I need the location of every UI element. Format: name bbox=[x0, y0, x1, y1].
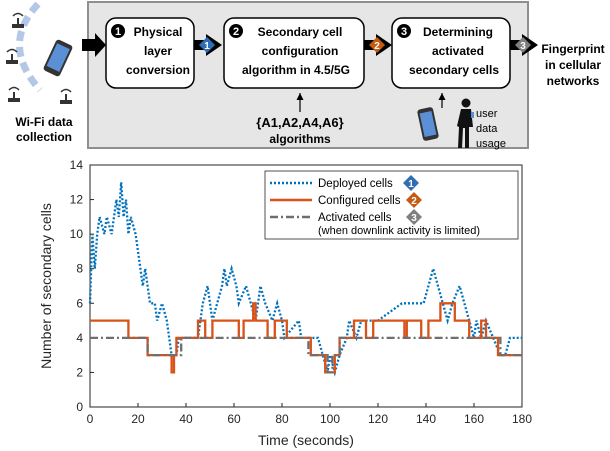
smartphone-icon bbox=[43, 39, 73, 77]
user-data-line1: user bbox=[476, 108, 498, 120]
router-icon bbox=[12, 12, 24, 28]
input-arrow-icon bbox=[82, 33, 106, 57]
router-icon bbox=[8, 86, 20, 102]
router-icon bbox=[6, 48, 18, 64]
badge-1-icon bbox=[199, 37, 215, 53]
step-1-line2: layer bbox=[144, 44, 172, 58]
legend-badge-3-icon bbox=[406, 209, 422, 225]
connector-arrow-2: 2 bbox=[364, 34, 392, 56]
y-tick-label: 2 bbox=[76, 365, 83, 379]
series-line-3 bbox=[90, 336, 522, 374]
svg-text:3: 3 bbox=[520, 41, 526, 52]
y-axis-label: Number of secondary cells bbox=[38, 203, 54, 369]
x-tick-label: 40 bbox=[179, 412, 193, 426]
y-tick-label: 10 bbox=[70, 227, 84, 241]
y-tick-label: 0 bbox=[76, 400, 83, 414]
output-line1: Fingerprint bbox=[541, 42, 604, 56]
legend-badge-2-icon bbox=[406, 192, 422, 208]
step-3-box: 3 Determining activated secondary cells bbox=[391, 17, 511, 89]
legend-label-configured: Configured cells bbox=[318, 195, 401, 207]
x-tick-label: 120 bbox=[368, 412, 388, 426]
step-3-line3: secondary cells bbox=[409, 63, 499, 77]
step-1-number-icon bbox=[111, 24, 125, 38]
user-data-line2: data bbox=[476, 123, 498, 135]
person-icon bbox=[457, 98, 474, 148]
x-tick-label: 100 bbox=[320, 412, 340, 426]
svg-text:1: 1 bbox=[408, 179, 414, 190]
step-3-line2: activated bbox=[432, 44, 484, 58]
x-tick-label: 140 bbox=[416, 412, 436, 426]
y-tick-label: 8 bbox=[76, 262, 83, 276]
step-2-line3: algorithm in 4.5/5G bbox=[242, 63, 350, 77]
svg-text:2: 2 bbox=[233, 26, 239, 38]
output-line2: in cellular bbox=[545, 58, 601, 72]
legend: Deployed cells 1 Configured cells 2 Acti… bbox=[264, 170, 519, 240]
legend-badge-1-icon bbox=[403, 175, 419, 191]
svg-text:1: 1 bbox=[204, 41, 210, 52]
step-2-line1: Secondary cell bbox=[258, 25, 343, 39]
step-2-box: 2 Secondary cell configuration algorithm… bbox=[223, 17, 365, 89]
x-tick-label: 20 bbox=[131, 412, 145, 426]
connector-arrow-1: 1 bbox=[194, 34, 222, 56]
legend-label-activated: Activated cells bbox=[318, 212, 392, 224]
wifi-caption-line2: collection bbox=[16, 130, 72, 144]
smartphone-icon bbox=[417, 107, 439, 141]
svg-text:2: 2 bbox=[411, 196, 417, 207]
algorithms-set: {A1,A2,A4,A6} bbox=[256, 115, 343, 130]
legend-label-deployed: Deployed cells bbox=[318, 178, 393, 190]
svg-text:3: 3 bbox=[411, 213, 417, 224]
badge-2-icon bbox=[369, 37, 385, 53]
step-2-number-icon bbox=[229, 24, 243, 38]
y-tick-label: 14 bbox=[70, 158, 84, 172]
svg-text:2: 2 bbox=[374, 41, 380, 52]
x-axis-label: Time (seconds) bbox=[258, 432, 354, 448]
x-tick-label: 180 bbox=[512, 412, 532, 426]
badge-3-icon bbox=[515, 37, 531, 53]
svg-text:3: 3 bbox=[401, 26, 407, 38]
legend-sublabel-activated: (when downlink activity is limited) bbox=[318, 225, 480, 237]
router-icon bbox=[60, 88, 72, 104]
output-line3: networks bbox=[547, 74, 600, 88]
step-2-line2: configuration bbox=[262, 44, 339, 58]
connector-arrow-3: 3 bbox=[510, 34, 538, 56]
dashed-arc-icon bbox=[16, 1, 43, 93]
wifi-collection: Wi-Fi data collection bbox=[6, 1, 73, 144]
x-tick-label: 0 bbox=[87, 412, 94, 426]
user-data-line3: usage bbox=[476, 138, 506, 150]
y-tick-label: 12 bbox=[70, 193, 84, 207]
y-tick-label: 4 bbox=[76, 331, 83, 345]
y-tick-label: 6 bbox=[76, 296, 83, 310]
algorithms-label: algorithms bbox=[269, 132, 331, 146]
step-1-line3: conversion bbox=[126, 63, 190, 77]
step-1-box: 1 Physical layer conversion bbox=[105, 17, 195, 89]
step-1-line1: Physical bbox=[134, 25, 183, 39]
wifi-caption-line1: Wi-Fi data bbox=[15, 115, 73, 129]
x-tick-label: 160 bbox=[464, 412, 484, 426]
step-3-number-icon bbox=[397, 24, 411, 38]
pipeline-diagram: Wi-Fi data collection 1 Physical layer c… bbox=[6, 1, 605, 150]
series-line-1 bbox=[88, 182, 522, 377]
svg-text:1: 1 bbox=[115, 26, 121, 38]
x-tick-label: 80 bbox=[275, 412, 289, 426]
step-3-line1: Determining bbox=[423, 25, 493, 39]
x-tick-label: 60 bbox=[227, 412, 241, 426]
